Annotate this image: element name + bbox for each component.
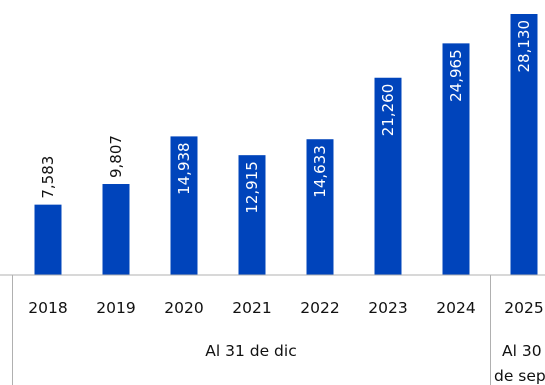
tick-label-2023: 2023 xyxy=(368,299,407,317)
value-label-2021: 12,915 xyxy=(243,161,261,214)
bar-2024 xyxy=(442,43,470,275)
bar-2019 xyxy=(102,184,130,275)
tick-label-2025: 2025 xyxy=(504,299,543,317)
bar-2025 xyxy=(510,14,538,275)
value-label-2018: 7,583 xyxy=(39,156,57,199)
tick-label-2024: 2024 xyxy=(436,299,475,317)
tick-label-2021: 2021 xyxy=(232,299,271,317)
group-label-dec: Al 31 de dic xyxy=(205,342,296,360)
tick-labels-layer: 2018 2019 2020 2021 2022 2023 2024 2025 xyxy=(28,299,543,317)
value-label-2020: 14,938 xyxy=(175,142,193,195)
tick-label-2020: 2020 xyxy=(164,299,203,317)
value-label-2023: 21,260 xyxy=(379,84,397,137)
value-label-2022: 14,633 xyxy=(311,145,329,198)
tick-label-2022: 2022 xyxy=(300,299,339,317)
value-label-2019: 9,807 xyxy=(107,135,125,178)
bar-2018 xyxy=(34,204,62,275)
bars-layer xyxy=(34,14,538,275)
value-label-2024: 24,965 xyxy=(447,49,465,102)
bar-2020 xyxy=(170,136,198,275)
value-label-2025: 28,130 xyxy=(515,20,533,73)
value-labels-layer: 7,583 9,807 14,938 12,915 14,633 21,260 24,965… xyxy=(39,20,533,214)
group-label-sep-line2: de sep xyxy=(494,367,545,385)
bar-2021 xyxy=(238,155,266,275)
bar-2022 xyxy=(306,139,334,275)
tick-label-2019: 2019 xyxy=(96,299,135,317)
tick-label-2018: 2018 xyxy=(28,299,67,317)
group-label-sep-line1: Al 30 xyxy=(502,342,542,360)
category-axis xyxy=(0,274,545,385)
bar-2023 xyxy=(374,77,402,275)
